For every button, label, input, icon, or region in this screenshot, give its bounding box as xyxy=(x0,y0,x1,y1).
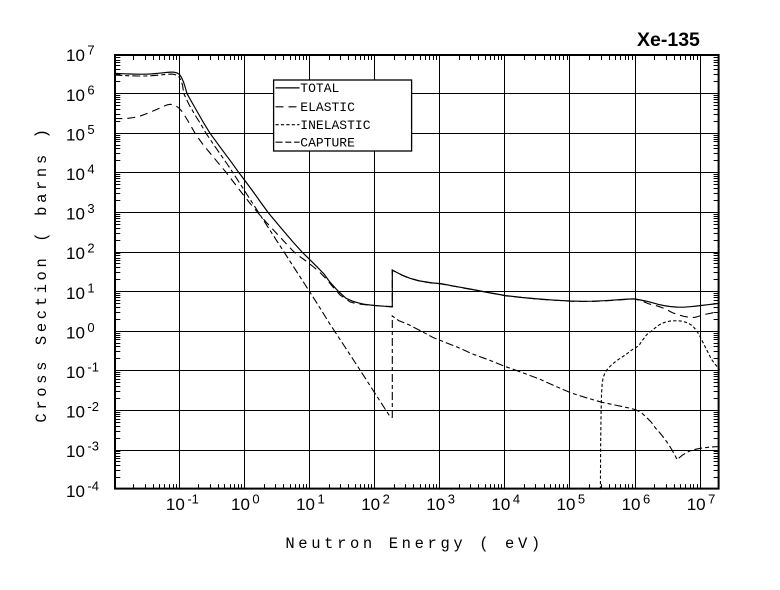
svg-text:Xe-135: Xe-135 xyxy=(637,29,700,51)
svg-text:TOTAL: TOTAL xyxy=(300,81,339,96)
svg-text:Neutron Energy ( eV): Neutron Energy ( eV) xyxy=(285,535,543,553)
svg-text:Cross Section ( barns ): Cross Section ( barns ) xyxy=(33,125,51,422)
svg-text:CAPTURE: CAPTURE xyxy=(300,136,355,151)
svg-text:INELASTIC: INELASTIC xyxy=(300,118,370,133)
svg-text:ELASTIC: ELASTIC xyxy=(300,100,355,115)
